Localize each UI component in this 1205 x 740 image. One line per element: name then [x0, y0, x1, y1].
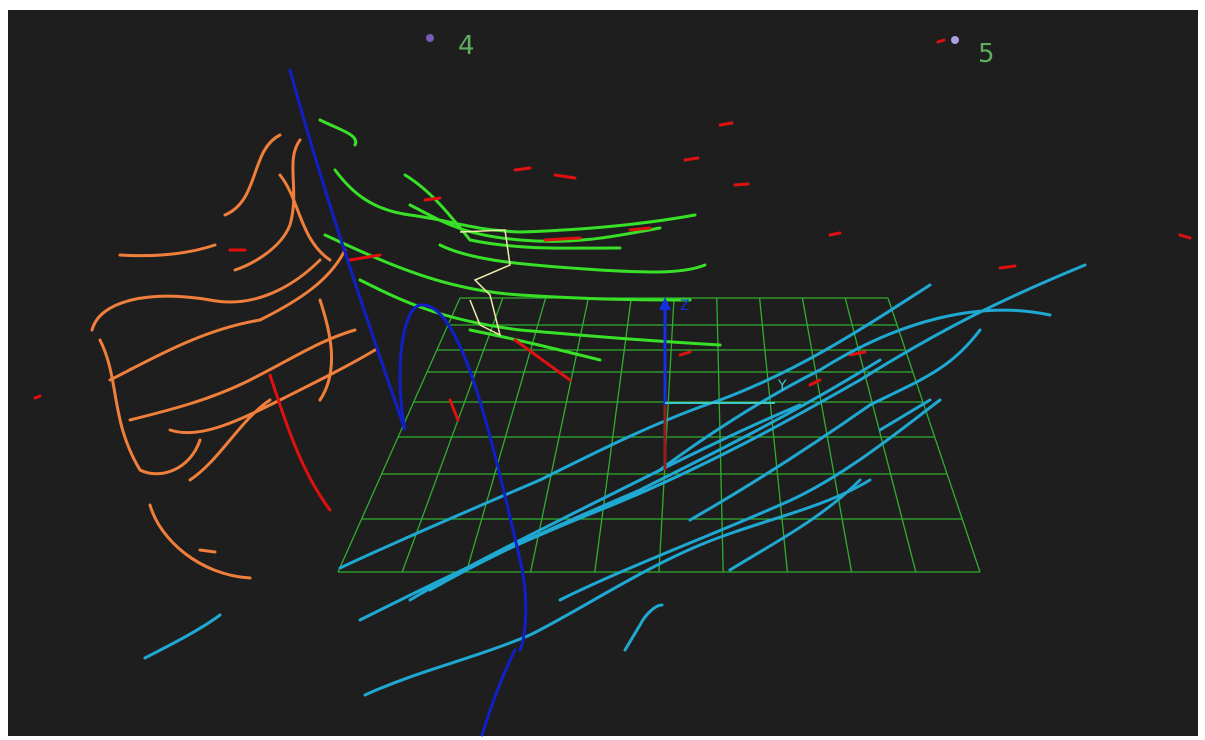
red-fragment [936, 38, 946, 44]
z-axis-label: Z [680, 298, 690, 314]
red-fragments [33, 121, 1192, 512]
marker-icon [426, 34, 434, 42]
grid-line [758, 297, 789, 573]
grid-line [401, 297, 504, 573]
grid-line [529, 297, 590, 573]
marker-label: 4 [458, 31, 475, 61]
axis-gizmo [459, 229, 775, 470]
green-tracks [318, 118, 722, 362]
grid-line [337, 297, 461, 573]
blue-tracks [288, 68, 528, 737]
cyan-tracks [143, 263, 1087, 697]
grid-line [594, 297, 632, 573]
marker-icon [951, 36, 959, 44]
background [8, 10, 1198, 736]
orange-tracks [90, 133, 377, 580]
grid-line [887, 297, 981, 573]
y-axis-label: Y [777, 378, 787, 394]
grid-line [844, 297, 917, 573]
marker-label: 5 [978, 39, 995, 69]
